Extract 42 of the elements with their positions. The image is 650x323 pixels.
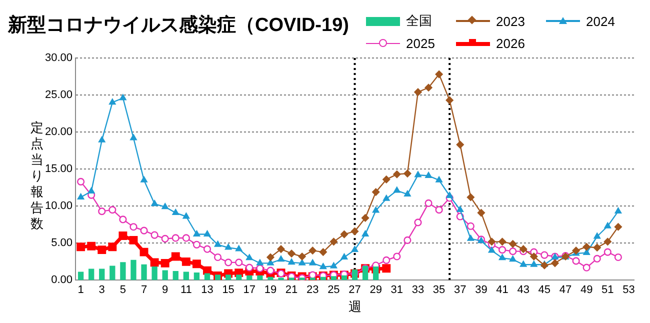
x-tick-label: 31 <box>390 284 404 296</box>
x-tick-label: 17 <box>243 284 256 296</box>
x-tick-label: 1 <box>78 284 84 296</box>
x-tick-label: 39 <box>475 284 488 296</box>
y-tick-label: 0.00 <box>51 274 73 286</box>
x-tick-label: 51 <box>602 284 614 296</box>
x-tick-label: 3 <box>98 284 105 296</box>
x-tick-label: 41 <box>496 284 508 296</box>
legend-label: 2026 <box>496 36 525 51</box>
x-tick-label: 5 <box>120 284 126 296</box>
x-tick-label: 45 <box>538 284 551 296</box>
x-tick-label: 23 <box>306 284 319 296</box>
y-tick-label: 25.00 <box>44 89 73 102</box>
y-tick-label: 15.00 <box>44 163 73 176</box>
x-tick-label: 35 <box>432 284 446 296</box>
x-tick-label: 9 <box>162 284 168 296</box>
x-tick-label: 53 <box>622 284 635 296</box>
y-tick-label: 30.00 <box>44 52 73 64</box>
x-tick-label: 13 <box>201 284 214 296</box>
x-tick-label: 29 <box>370 284 382 296</box>
x-tick-label: 47 <box>559 284 572 296</box>
x-tick-label: 33 <box>412 284 424 296</box>
x-tick-label: 15 <box>222 284 234 296</box>
x-tick-label: 43 <box>517 284 530 296</box>
y-tick-label: 5.00 <box>51 237 73 250</box>
x-tick-label: 37 <box>454 284 466 296</box>
y-tick-label: 20.00 <box>44 126 73 138</box>
y-axis-title: 定点当り報告数 <box>30 120 44 232</box>
legend-label: 2024 <box>586 14 615 28</box>
x-tick-label: 19 <box>264 284 277 296</box>
x-axis-title: 週 <box>348 298 362 314</box>
x-tick-label: 11 <box>180 284 192 296</box>
y-tick-label: 10.00 <box>44 200 73 212</box>
x-tick-label: 21 <box>285 284 298 296</box>
legend-label: 2025 <box>406 36 435 51</box>
x-tick-label: 25 <box>328 284 340 296</box>
chart-title: 新型コロナウイルス感染症（COVID-19) <box>8 14 349 38</box>
x-tick-label: 49 <box>580 284 593 296</box>
legend-label: 全国 <box>406 12 432 30</box>
legend-label: 2023 <box>496 14 525 28</box>
x-tick-label: 7 <box>140 284 148 296</box>
x-tick-label: 27 <box>348 284 361 296</box>
